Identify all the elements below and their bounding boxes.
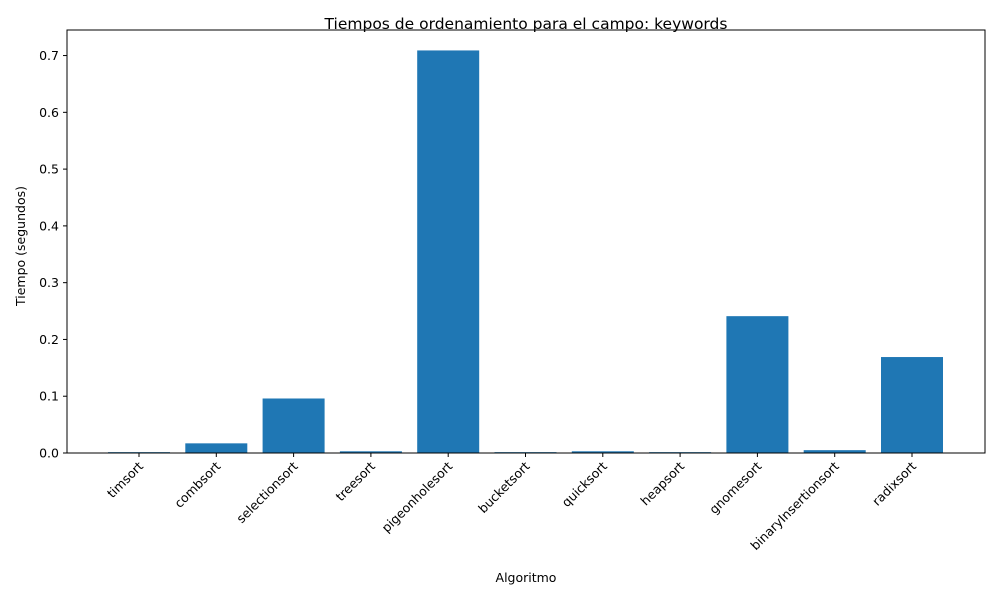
- y-tick-label: 0.5: [39, 162, 59, 177]
- x-tick-label: combsort: [171, 458, 223, 510]
- y-tick-label: 0.6: [39, 105, 59, 120]
- x-axis: timsort combsort selectionsort treesort pige…: [104, 453, 919, 553]
- bar-quicksort: [571, 451, 634, 453]
- y-axis: 0.0 0.1 0.2 0.3 0.4 0.5 0.6 0.7: [39, 48, 67, 461]
- bar-combsort: [185, 443, 248, 453]
- x-tick-label: gnomesort: [706, 458, 764, 516]
- bar-selectionsort: [262, 398, 325, 453]
- bars-group: [108, 50, 943, 453]
- x-tick-label: pigeonholesort: [379, 458, 456, 535]
- y-tick-label: 0.1: [39, 389, 59, 404]
- y-tick-label: 0.2: [39, 332, 59, 347]
- x-tick-label: heapsort: [637, 458, 687, 508]
- y-tick-label: 0.7: [39, 48, 59, 63]
- x-axis-label: Algoritmo: [496, 570, 557, 585]
- x-tick-label: binaryInsertionsort: [747, 458, 842, 553]
- bar-treesort: [339, 451, 402, 453]
- y-axis-label: Tiempo (segundos): [13, 186, 28, 307]
- y-tick-label: 0.4: [39, 218, 59, 233]
- y-tick-label: 0.0: [39, 446, 59, 461]
- x-tick-label: bucketsort: [475, 458, 533, 516]
- plot-frame: [66, 29, 986, 454]
- x-tick-label: timsort: [104, 458, 146, 500]
- x-tick-label: treesort: [333, 458, 379, 504]
- y-tick-label: 0.3: [39, 275, 59, 290]
- bar-radixsort: [881, 357, 943, 453]
- chart-title: Tiempos de ordenamiento para el campo: k…: [324, 15, 728, 33]
- bar-binaryInsertionsort: [803, 450, 866, 453]
- bar-gnomesort: [726, 316, 789, 453]
- x-tick-label: quicksort: [559, 458, 610, 509]
- x-tick-label: radixsort: [869, 458, 919, 508]
- bar-pigeonholesort: [417, 50, 480, 453]
- x-tick-label: selectionsort: [233, 458, 301, 526]
